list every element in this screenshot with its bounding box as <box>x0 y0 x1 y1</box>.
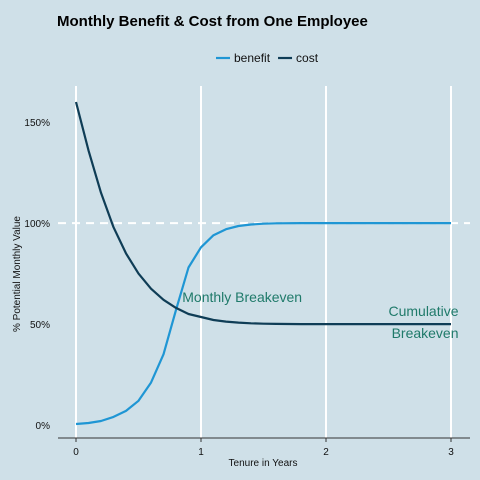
annotations: Monthly Breakeven Cumulative Breakeven <box>182 289 458 341</box>
legend-label-cost: cost <box>296 51 319 65</box>
legend-label-benefit: benefit <box>234 51 271 65</box>
y-tick-label-0: 0% <box>36 421 51 432</box>
legend: benefit cost <box>216 51 319 65</box>
y-tick-label-3: 150% <box>24 118 50 129</box>
y-tick-label-1: 50% <box>30 320 50 331</box>
x-tick-label-3: 3 <box>448 447 454 458</box>
x-tick-label-1: 1 <box>198 447 204 458</box>
annotation-2: Breakeven <box>392 325 459 341</box>
annotation-1: Cumulative <box>388 303 458 319</box>
y-tick-label-2: 100% <box>24 219 50 230</box>
axes: 0 1 2 3 0% 50% 100% 150% <box>24 118 470 458</box>
series-group <box>74 101 451 426</box>
grid <box>75 86 452 438</box>
chart-title: Monthly Benefit & Cost from One Employee <box>57 13 368 30</box>
x-tick-label-0: 0 <box>73 447 79 458</box>
annotation-0: Monthly Breakeven <box>182 289 302 305</box>
x-tick-label-2: 2 <box>323 447 329 458</box>
series-line-cost <box>74 101 451 326</box>
y-axis-title: % Potential Monthly Value <box>12 216 23 332</box>
x-axis-title: Tenure in Years <box>229 458 298 469</box>
series-line-benefit <box>75 222 451 426</box>
